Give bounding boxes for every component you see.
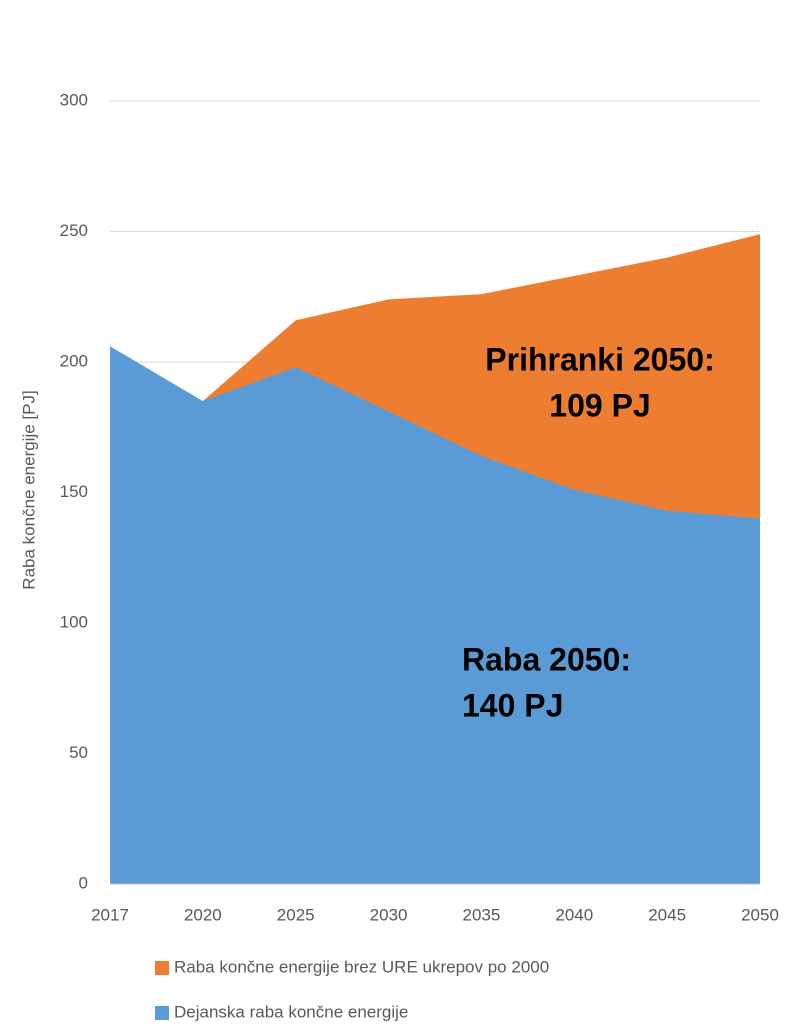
- x-tick-label: 2050: [741, 905, 779, 924]
- legend-label: Raba končne energije brez URE ukrepov po…: [174, 957, 549, 976]
- y-tick-label: 150: [60, 482, 88, 501]
- x-tick-label: 2035: [463, 905, 501, 924]
- x-tick-label: 2030: [370, 905, 408, 924]
- x-tick-label: 2040: [555, 905, 593, 924]
- x-tick-label: 2017: [91, 905, 129, 924]
- annotation: 140 PJ: [462, 687, 563, 723]
- legend-label: Dejanska raba končne energije: [174, 1002, 408, 1021]
- y-tick-label: 0: [79, 873, 88, 892]
- x-tick-label: 2020: [184, 905, 222, 924]
- y-tick-label: 300: [60, 90, 88, 109]
- annotation: 109 PJ: [549, 387, 650, 423]
- area: [110, 346, 760, 885]
- annotation: Raba 2050:: [462, 641, 631, 677]
- x-tick-label: 2025: [277, 905, 315, 924]
- y-tick-label: 100: [60, 612, 88, 631]
- legend-swatch: [155, 961, 169, 975]
- annotation: Prihranki 2050:: [485, 341, 714, 377]
- y-tick-label: 250: [60, 221, 88, 240]
- x-tick-label: 2045: [648, 905, 686, 924]
- y-tick-label: 50: [69, 743, 88, 762]
- y-axis-label: Raba končne energije [PJ]: [19, 390, 38, 589]
- y-tick-label: 200: [60, 351, 88, 370]
- legend-swatch: [155, 1006, 169, 1020]
